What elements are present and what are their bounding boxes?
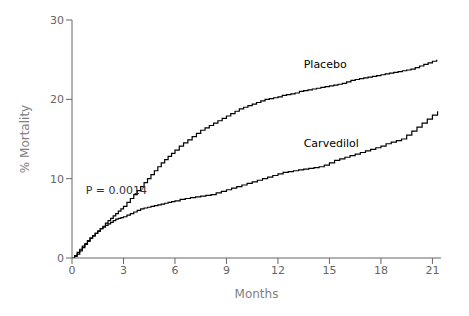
svg-text:20: 20: [50, 93, 64, 106]
svg-text:10: 10: [50, 173, 64, 186]
svg-text:21: 21: [425, 264, 439, 277]
svg-text:0: 0: [57, 252, 64, 265]
svg-text:P = 0.0014: P = 0.0014: [86, 184, 147, 197]
svg-text:12: 12: [271, 264, 285, 277]
svg-text:% Mortality: % Mortality: [18, 105, 32, 173]
svg-text:Months: Months: [235, 287, 279, 301]
svg-text:15: 15: [322, 264, 336, 277]
svg-text:18: 18: [374, 264, 388, 277]
svg-text:Placebo: Placebo: [304, 58, 347, 71]
svg-text:Carvedilol: Carvedilol: [304, 137, 359, 150]
svg-text:6: 6: [171, 264, 178, 277]
svg-text:9: 9: [223, 264, 230, 277]
svg-text:3: 3: [120, 264, 127, 277]
svg-text:30: 30: [50, 14, 64, 27]
svg-text:0: 0: [69, 264, 76, 277]
